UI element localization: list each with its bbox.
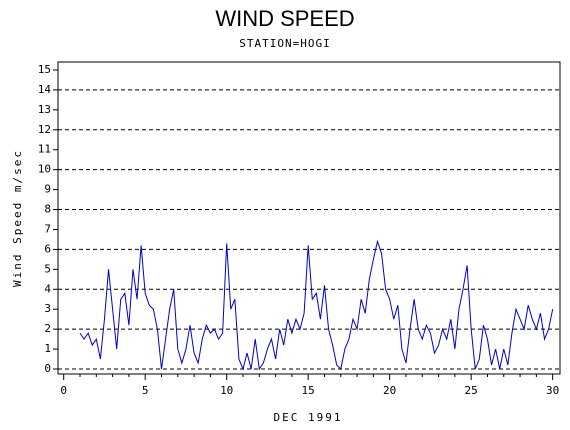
y-tick-label: 6 bbox=[44, 242, 51, 255]
x-tick-label: 30 bbox=[546, 384, 559, 397]
y-tick-label: 14 bbox=[38, 83, 52, 96]
y-tick-label: 3 bbox=[44, 302, 51, 315]
y-tick-label: 0 bbox=[44, 362, 51, 375]
y-tick-label: 7 bbox=[44, 222, 51, 235]
x-tick-label: 15 bbox=[302, 384, 315, 397]
x-tick-label: 0 bbox=[60, 384, 67, 397]
x-tick-label: 5 bbox=[142, 384, 149, 397]
plot-frame bbox=[57, 61, 561, 375]
y-tick-label: 1 bbox=[44, 342, 51, 355]
x-tick-label: 20 bbox=[383, 384, 396, 397]
y-tick-label: 2 bbox=[44, 322, 51, 335]
y-tick-label: 11 bbox=[38, 143, 51, 156]
y-tick-label: 5 bbox=[44, 262, 51, 275]
chart-subtitle: STATION=HOGI bbox=[239, 37, 330, 50]
y-axis-label: Wind Speed m/sec bbox=[11, 149, 24, 287]
y-tick-label: 13 bbox=[38, 103, 51, 116]
y-tick-label: 15 bbox=[38, 63, 51, 76]
y-tick-label: 8 bbox=[44, 203, 51, 216]
x-tick-label: 10 bbox=[220, 384, 233, 397]
y-tick-label: 12 bbox=[38, 123, 51, 136]
y-tick-label: 4 bbox=[44, 282, 51, 295]
data-line bbox=[79, 239, 554, 371]
x-tick-label: 25 bbox=[465, 384, 478, 397]
x-axis-label: DEC 1991 bbox=[274, 411, 343, 424]
y-tick-label: 10 bbox=[38, 163, 51, 176]
chart-title: WIND SPEED bbox=[215, 6, 354, 31]
y-tick-label: 9 bbox=[44, 183, 51, 196]
